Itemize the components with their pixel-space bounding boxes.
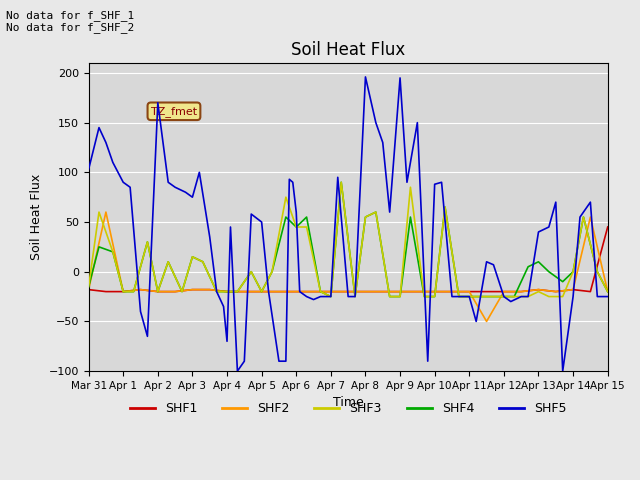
Text: No data for f_SHF_1
No data for f_SHF_2: No data for f_SHF_1 No data for f_SHF_2 [6, 10, 134, 33]
X-axis label: Time: Time [333, 396, 364, 409]
Text: TZ_fmet: TZ_fmet [151, 106, 197, 117]
Y-axis label: Soil Heat Flux: Soil Heat Flux [30, 174, 43, 260]
Title: Soil Heat Flux: Soil Heat Flux [291, 41, 405, 59]
Legend: SHF1, SHF2, SHF3, SHF4, SHF5: SHF1, SHF2, SHF3, SHF4, SHF5 [125, 397, 572, 420]
